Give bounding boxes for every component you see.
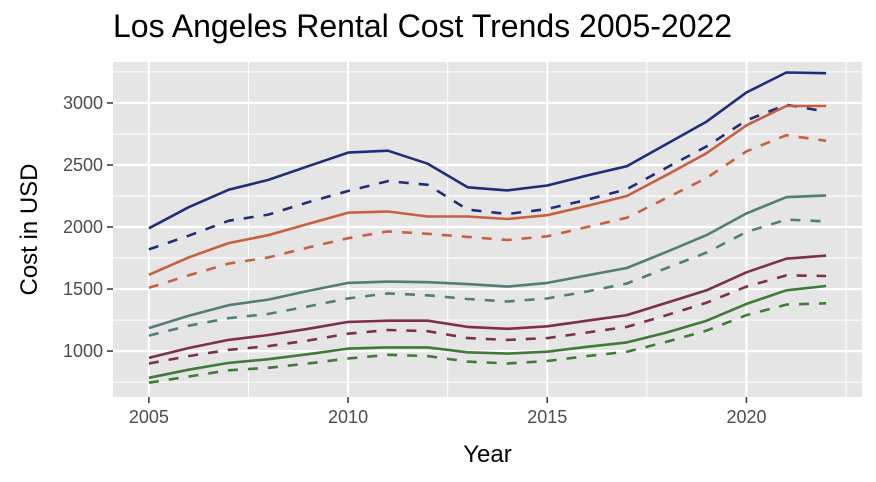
plot-panel — [113, 62, 862, 397]
series-line-10 — [148, 302, 827, 384]
y-axis-title: Cost in USD — [16, 163, 43, 295]
y-tick-label: 1000 — [63, 341, 103, 361]
x-tick-label: 2010 — [328, 407, 368, 427]
y-tick-label: 3000 — [63, 93, 103, 113]
series-line-8 — [148, 274, 827, 365]
y-tick-label: 2000 — [63, 217, 103, 237]
y-tick-label: 2500 — [63, 155, 103, 175]
series-line-1 — [148, 71, 827, 230]
series-line-9 — [148, 284, 827, 380]
series-line-6 — [148, 218, 827, 337]
x-tick-label: 2020 — [726, 407, 766, 427]
y-axis: 1000 1500 2000 2500 3000 — [63, 93, 113, 361]
x-axis: 2005 2010 2015 2020 — [129, 397, 766, 427]
series-line-5 — [148, 194, 827, 330]
minor-gridlines — [113, 62, 862, 397]
major-gridlines — [113, 62, 862, 397]
x-axis-title: Year — [463, 441, 512, 468]
chart-title: Los Angeles Rental Cost Trends 2005-2022 — [113, 8, 733, 44]
series-layer — [148, 71, 827, 384]
x-tick-label: 2005 — [129, 407, 169, 427]
series-line-3 — [148, 104, 827, 276]
x-tick-label: 2015 — [527, 407, 567, 427]
y-tick-label: 1500 — [63, 279, 103, 299]
series-line-4 — [148, 133, 827, 290]
series-line-7 — [148, 254, 827, 360]
